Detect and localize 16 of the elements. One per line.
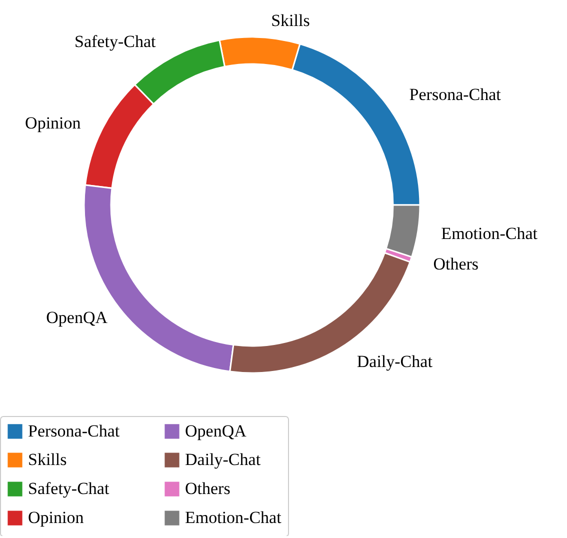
legend-label: Others [185,479,230,498]
slice-label: Opinion [25,114,82,133]
slice-label: Safety-Chat [74,32,156,52]
legend-label: Safety-Chat [28,479,110,498]
legend-label: Emotion-Chat [185,508,282,527]
slice-label: Emotion-Chat [441,224,538,243]
slice-label: Skills [271,11,310,30]
legend-label: Opinion [28,508,84,527]
slice-label: Others [433,254,479,274]
legend-label: Skills [28,450,67,469]
legend-label: OpenQA [185,421,248,440]
slice-label: Persona-Chat [409,84,502,104]
slice-label: OpenQA [46,308,108,327]
legend-label: Persona-Chat [28,421,120,440]
legend-label: Daily-Chat [185,450,261,469]
slice-label: Daily-Chat [356,352,433,372]
